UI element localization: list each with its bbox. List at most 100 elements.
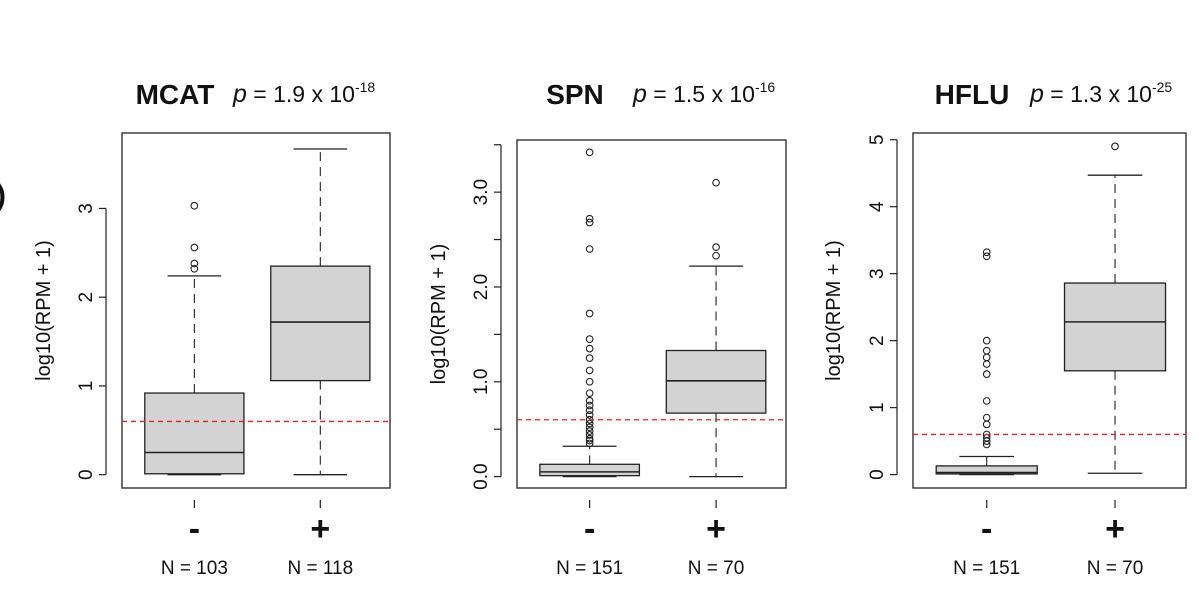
y-tick-label: 1 [867,402,888,413]
outlier-point [585,427,594,435]
y-tick-label: 3.0 [471,179,492,205]
outlier-point [190,264,199,273]
p-value-mantissa: = 1.3 x 10 [1044,81,1152,107]
outlier-point [982,336,991,345]
outlier-point [585,354,594,362]
p-value-exponent: -16 [755,79,775,95]
outlier-point [585,401,594,410]
p-value: p = 1.3 x 10-25 [1029,79,1172,108]
y-axis-label: log10(RPM + 1) [823,240,845,381]
outlier-point [982,353,991,362]
y-tick-label: 3 [867,268,888,279]
outlier-point [1111,142,1119,151]
plot-frame [516,139,787,489]
y-tick-label: 0.0 [471,463,492,489]
outlier-point [982,370,991,378]
box-iqr [1063,282,1167,372]
outlier-point [585,309,594,318]
outlier-point [982,252,991,261]
chart-title: HFLU [935,79,1010,110]
outlier-point [585,396,594,405]
outlier-point [585,218,594,227]
p-value: p = 1.9 x 10-18 [232,79,375,108]
panel-mcat: MCAT p = 1.9 x 10-18 0 1 2 3 log10(RPM + 1) - N … [33,79,391,579]
outlier-point [190,201,199,210]
group-negative: - N = 151 [935,248,1038,579]
y-tick-label: 3 [76,203,97,214]
outlier-point [712,251,720,260]
x-tick-label: + [706,510,726,548]
outlier-point [585,377,594,386]
chart-title: SPN [546,79,604,110]
p-value-mantissa: = 1.5 x 10 [647,81,755,107]
x-tick-label: + [1105,510,1125,548]
plot-frame [121,132,391,489]
outlier-point [712,178,720,187]
box-iqr [935,465,1038,475]
outlier-point [585,406,594,415]
box-iqr [144,392,245,475]
y-tick-label: 2 [867,335,888,346]
group-positive: + N = 70 [1063,142,1167,579]
chart-title: MCAT [136,79,215,110]
outlier-point [585,439,594,448]
p-value-exponent: -18 [355,79,375,95]
outlier-point [982,248,991,257]
outlier-point [585,245,594,253]
panel-spn: SPN p = 1.5 x 10-16 0.0 1.0 2.0 3.0 log10(RPM … [428,79,787,579]
outlier-point [585,434,594,443]
outlier-point [190,259,199,268]
p-value-symbol: p [632,80,647,108]
group-positive: + N = 70 [665,178,767,579]
outlier-point [585,423,594,432]
x-tick-label: - [584,510,595,548]
y-tick-label: 5 [867,134,888,145]
outlier-point [585,335,594,343]
y-tick-label: 2 [76,292,97,303]
outlier-point [585,389,594,398]
y-tick-label: 1 [76,381,97,392]
x-tick-label: - [189,510,200,548]
y-tick-label: 2.0 [471,274,492,300]
n-label: N = 103 [161,558,228,579]
outlier-point [585,431,594,439]
outlier-point [585,366,594,375]
n-label: N = 70 [688,558,745,579]
p-value-symbol: p [1029,80,1044,108]
x-tick-label: - [981,510,992,548]
group-negative: - N = 151 [539,148,641,579]
p-value: p = 1.5 x 10-16 [632,79,775,108]
box-iqr [270,265,371,382]
outlier-point [585,344,594,353]
y-tick-label: 0 [867,469,888,480]
x-tick-label: + [310,510,330,548]
n-label: N = 118 [287,558,353,579]
y-axis-label: log10(RPM + 1) [428,244,450,385]
outlier-point [585,411,594,419]
p-value-symbol: p [232,80,247,108]
y-tick-label: 1.0 [471,369,492,395]
outlier-point [982,420,991,429]
outlier-point [982,397,991,405]
outlier-point [585,148,594,157]
outlier-point [190,243,199,252]
outlier-point [712,243,720,251]
p-value-exponent: -25 [1152,79,1172,95]
outlier-point [982,413,991,422]
group-negative: - N = 103 [144,201,245,579]
box-iqr [665,349,767,414]
panel-label: ) [0,179,6,212]
p-value-mantissa: = 1.9 x 10 [247,81,355,107]
outlier-point [585,214,594,223]
n-label: N = 151 [556,558,623,579]
n-label: N = 151 [953,558,1020,579]
plot-frame [912,132,1187,489]
outlier-point [982,360,991,368]
n-label: N = 70 [1087,558,1144,579]
y-tick-label: 0 [76,469,97,480]
box-iqr [539,463,641,477]
outlier-point [982,346,991,355]
panel-hflu: HFLU p = 1.3 x 10-25 0 1 2 3 4 5 log10(RPM + 1) -… [823,79,1187,579]
outlier-point [982,430,991,439]
